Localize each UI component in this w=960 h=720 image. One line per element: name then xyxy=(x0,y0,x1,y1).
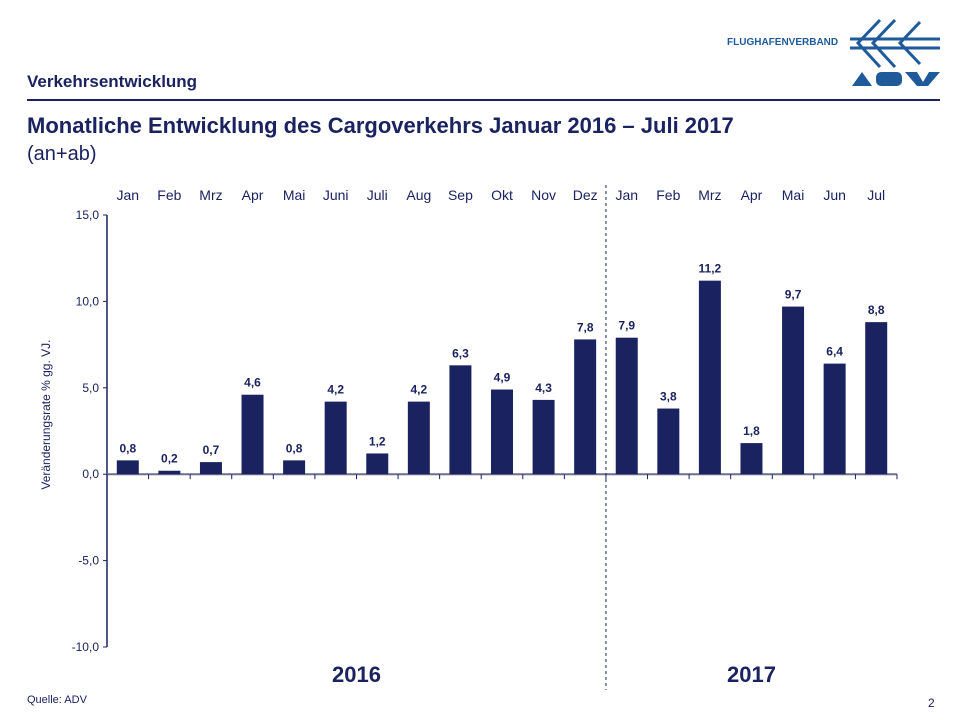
bar xyxy=(283,460,306,475)
x-tick-label: Mrz xyxy=(698,187,721,203)
bar xyxy=(698,280,721,475)
x-tick-label: Feb xyxy=(656,187,680,203)
data-label: 8,8 xyxy=(868,303,885,317)
y-tick-label: 10,0 xyxy=(76,294,100,308)
x-tick-label: Juli xyxy=(367,187,388,203)
bar xyxy=(532,399,555,475)
data-label: 4,2 xyxy=(410,383,427,397)
bar xyxy=(782,306,805,475)
bar xyxy=(116,460,139,475)
x-tick-label: Nov xyxy=(531,187,556,203)
chart-subtitle: (an+ab) xyxy=(27,143,97,165)
group-label: 2016 xyxy=(332,662,381,687)
data-label: 0,8 xyxy=(286,441,303,455)
x-tick-label: Aug xyxy=(406,187,431,203)
data-label: 11,2 xyxy=(699,262,722,276)
y-tick-label: 15,0 xyxy=(76,208,100,222)
bar xyxy=(823,363,846,475)
data-label: 1,2 xyxy=(369,434,386,448)
data-label: 4,3 xyxy=(535,381,552,395)
bar xyxy=(199,462,222,475)
bar xyxy=(615,337,638,475)
y-tick-label: 5,0 xyxy=(82,381,99,395)
x-tick-label: Sep xyxy=(448,187,473,203)
x-tick-label: Apr xyxy=(242,187,264,203)
x-tick-label: Jul xyxy=(867,187,885,203)
data-label: 7,9 xyxy=(618,319,635,333)
x-tick-label: Mai xyxy=(283,187,306,203)
data-label: 4,9 xyxy=(494,371,511,385)
chart-title: Monatliche Entwicklung des Cargoverkehrs… xyxy=(27,113,734,138)
x-tick-label: Feb xyxy=(157,187,181,203)
data-label: 4,2 xyxy=(327,383,344,397)
bar xyxy=(241,394,264,475)
bar xyxy=(865,322,888,475)
bar xyxy=(574,339,597,475)
y-axis-label: Veränderungsrate % gg. VJ. xyxy=(39,340,53,490)
data-label: 0,2 xyxy=(161,452,178,466)
x-tick-label: Jun xyxy=(823,187,846,203)
data-label: 0,7 xyxy=(203,443,220,457)
x-tick-label: Mrz xyxy=(199,187,222,203)
data-label: 6,4 xyxy=(826,345,843,359)
bar xyxy=(740,443,763,475)
data-label: 0,8 xyxy=(119,441,136,455)
bar xyxy=(407,401,430,475)
page-number: 2 xyxy=(928,696,935,710)
data-label: 4,6 xyxy=(244,376,261,390)
bar xyxy=(449,365,472,475)
data-label: 7,8 xyxy=(577,320,594,334)
data-label: 1,8 xyxy=(743,424,760,438)
group-label: 2017 xyxy=(727,662,776,687)
bar xyxy=(366,453,389,475)
bar xyxy=(491,389,513,475)
y-tick-label: 0,0 xyxy=(82,467,99,481)
bar xyxy=(158,470,181,475)
header-divider xyxy=(27,99,940,101)
y-tick-label: -5,0 xyxy=(78,554,99,568)
bar xyxy=(657,408,680,475)
x-tick-label: Okt xyxy=(491,187,513,203)
section-title: Verkehrsentwicklung xyxy=(27,72,198,91)
x-tick-label: Apr xyxy=(741,187,763,203)
x-tick-label: Mai xyxy=(782,187,805,203)
y-tick-label: -10,0 xyxy=(72,640,100,654)
source-note: Quelle: ADV xyxy=(27,694,87,706)
x-tick-label: Jan xyxy=(615,187,638,203)
bar xyxy=(324,401,347,475)
logo-text: FLUGHAFENVERBAND xyxy=(727,37,839,48)
data-label: 9,7 xyxy=(785,288,802,302)
x-tick-label: Jan xyxy=(117,187,140,203)
x-tick-label: Dez xyxy=(573,187,598,203)
data-label: 3,8 xyxy=(660,390,677,404)
x-tick-label: Juni xyxy=(323,187,349,203)
data-label: 6,3 xyxy=(452,346,469,360)
